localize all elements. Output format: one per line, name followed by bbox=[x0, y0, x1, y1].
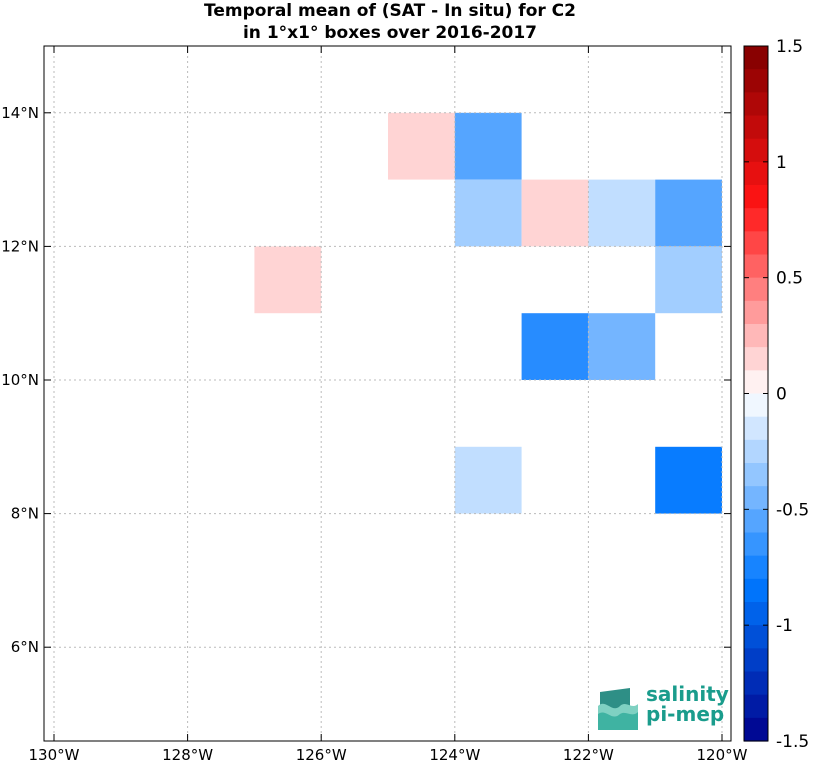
colorbar-segment bbox=[744, 578, 768, 603]
colorbar-segment bbox=[744, 324, 768, 348]
colorbar-tick-label: -1 bbox=[776, 616, 793, 636]
plot-area bbox=[43, 45, 732, 742]
y-tick-label: 10°N bbox=[1, 371, 39, 389]
colorbar-segment bbox=[744, 115, 768, 140]
colorbar-segment bbox=[744, 671, 768, 696]
heatmap-cell bbox=[588, 313, 656, 380]
heatmap-cell bbox=[655, 446, 722, 514]
heatmap-cell bbox=[388, 112, 455, 180]
colorbar-segment bbox=[744, 393, 768, 418]
colorbar-segment bbox=[744, 185, 768, 209]
colorbar-tick-label: 0 bbox=[776, 385, 787, 405]
x-tick-label: 120°W bbox=[697, 746, 748, 763]
heatmap-cells bbox=[254, 112, 722, 514]
colorbar-segment bbox=[744, 231, 768, 256]
x-tick-label: 126°W bbox=[296, 746, 347, 763]
x-tick-label: 124°W bbox=[429, 746, 480, 763]
chart-title-line1: Temporal mean of (SAT - In situ) for C2 bbox=[204, 1, 576, 21]
y-tick-label: 6°N bbox=[11, 638, 39, 656]
grid-lines bbox=[44, 46, 731, 741]
x-tick-label: 130°W bbox=[29, 746, 80, 763]
colorbar-tick-label: 1.5 bbox=[776, 37, 803, 57]
colorbar-segment bbox=[744, 347, 768, 371]
colorbar-segment bbox=[744, 439, 768, 464]
colorbar-segment bbox=[744, 509, 768, 534]
colorbar-segment bbox=[744, 717, 768, 742]
y-tick-label: 8°N bbox=[11, 505, 39, 523]
colorbar-segment bbox=[744, 138, 768, 163]
heatmap-cell bbox=[454, 446, 522, 514]
plot-frame bbox=[43, 45, 732, 742]
colorbar-segment bbox=[744, 277, 768, 302]
salinity-waves-logo-icon bbox=[598, 688, 638, 730]
colorbar-segment bbox=[744, 486, 768, 510]
colorbar-segment bbox=[744, 69, 768, 93]
colorbar-segment bbox=[744, 208, 768, 232]
chart-title-line2: in 1°x1° boxes over 2016-2017 bbox=[242, 23, 538, 43]
heatmap-cell bbox=[454, 179, 522, 247]
colorbar-segment bbox=[744, 463, 768, 487]
heatmap-cell bbox=[521, 313, 589, 380]
heatmap-cell bbox=[254, 246, 322, 314]
x-tick-label: 122°W bbox=[563, 746, 614, 763]
y-tick-label: 14°N bbox=[1, 104, 39, 122]
colorbar-segment bbox=[744, 416, 768, 441]
colorbar-segment bbox=[744, 694, 768, 719]
colorbar-segment bbox=[744, 92, 768, 117]
logo-word-pi-mep: pi-mep bbox=[646, 702, 725, 726]
colorbar-segment bbox=[744, 602, 768, 626]
colorbar-segment bbox=[744, 161, 768, 186]
heatmap-cell bbox=[588, 179, 656, 247]
colorbar-segment bbox=[744, 555, 768, 580]
colorbar-segment bbox=[744, 648, 768, 673]
axes: 130°W 128°W 126°W 124°W 122°W 120°W 6°N 8°N 10°N… bbox=[1, 46, 748, 763]
y-tick-label: 12°N bbox=[1, 237, 39, 255]
colorbar-segment bbox=[744, 370, 768, 395]
colorbar-tick-label: -1.5 bbox=[776, 732, 809, 752]
colorbar-tick-label: -0.5 bbox=[776, 500, 809, 520]
logo-word-salinity: salinity bbox=[646, 682, 729, 706]
colorbar-segment bbox=[744, 254, 768, 279]
chart-title: Temporal mean of (SAT - In situ) for C2 … bbox=[0, 0, 780, 44]
colorbar-segment bbox=[744, 300, 768, 325]
heatmap-cell bbox=[454, 112, 522, 180]
heatmap-cell bbox=[655, 246, 722, 314]
colorbar-segment bbox=[744, 625, 768, 649]
heatmap-cell bbox=[655, 179, 722, 247]
heatmap-cell bbox=[521, 179, 589, 247]
salinity-pi-mep-logo: salinity pi-mep bbox=[594, 684, 734, 734]
colorbar-tick-label: 0.5 bbox=[776, 269, 803, 289]
colorbar-tick-label: 1 bbox=[776, 153, 787, 173]
colorbar: 1.5 1 0.5 0 -0.5 -1 -1.5 bbox=[743, 37, 809, 752]
colorbar-segment bbox=[744, 532, 768, 557]
colorbar-segment bbox=[744, 46, 768, 70]
x-tick-label: 128°W bbox=[162, 746, 213, 763]
